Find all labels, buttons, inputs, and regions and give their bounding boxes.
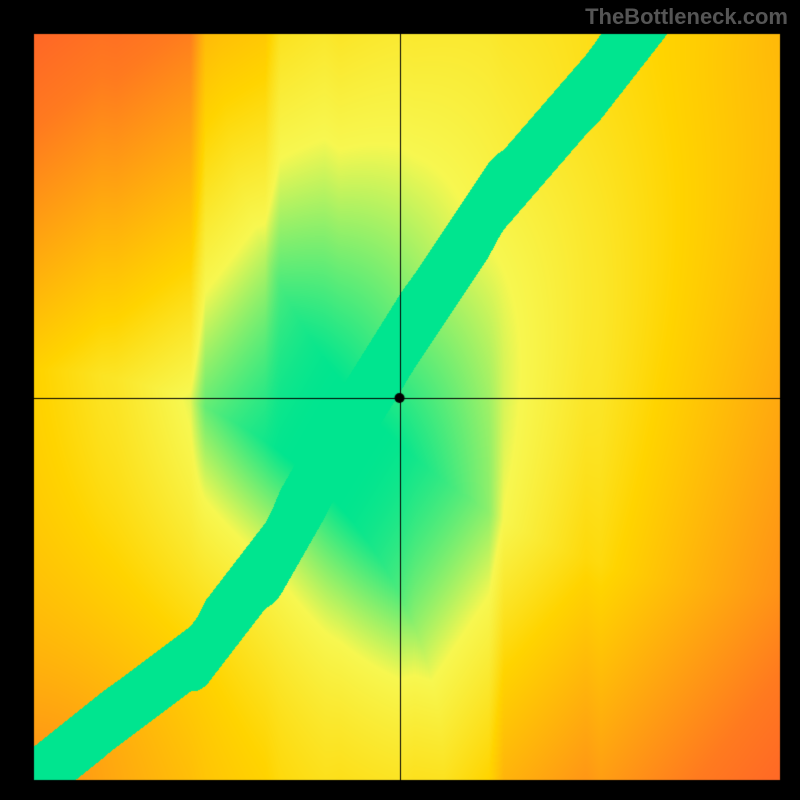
attribution-text: TheBottleneck.com: [585, 4, 788, 30]
chart-container: TheBottleneck.com: [0, 0, 800, 800]
bottleneck-heatmap: [0, 0, 800, 800]
